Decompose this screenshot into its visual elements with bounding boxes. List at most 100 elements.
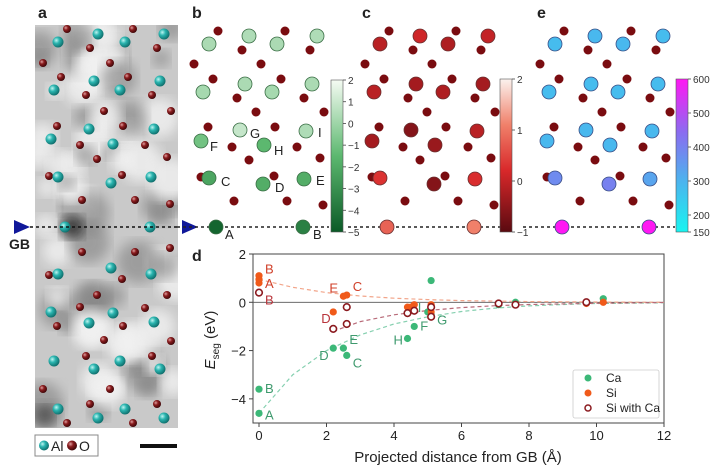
- data-point-si-with-ca: [254, 288, 264, 297]
- cation-site-c: [372, 170, 388, 186]
- colorbar-tick-label: −5: [348, 228, 360, 239]
- oxygen-site: [282, 196, 292, 206]
- oxygen-site: [451, 26, 461, 36]
- oxygen-site: [447, 74, 457, 84]
- oxygen-site: [384, 26, 394, 36]
- aluminum-atom: [107, 138, 119, 150]
- oxygen-site: [490, 107, 500, 117]
- aluminum-atom: [92, 412, 104, 424]
- cation-site-bulk: [610, 84, 626, 100]
- oxygen-atom: [119, 122, 127, 130]
- point-label: B: [265, 262, 274, 277]
- oxygen-atom: [39, 59, 47, 67]
- oxygen-site: [213, 26, 223, 36]
- site-label: F: [210, 139, 218, 154]
- oxygen-atom: [167, 107, 175, 115]
- point-label: A: [265, 276, 274, 291]
- oxygen-site: [665, 107, 675, 117]
- aluminum-atom: [52, 36, 64, 48]
- aluminum-atom: [119, 403, 131, 415]
- data-point-ca: [255, 409, 263, 417]
- svg-text:Eseg (eV): Eseg (eV): [202, 311, 222, 370]
- point-label: H: [394, 333, 403, 348]
- site-label: H: [274, 143, 283, 158]
- cation-site-bulk: [583, 76, 599, 92]
- oxygen-site: [319, 107, 329, 117]
- aluminum-atom: [52, 171, 64, 183]
- cation-site-bulk: [408, 76, 424, 92]
- cation-site-c: [201, 170, 217, 186]
- panel-a-stem-image: a Al O GB: [9, 5, 198, 457]
- oxygen-atom: [76, 141, 84, 149]
- aluminum-atom: [145, 268, 157, 280]
- cation-site-g: [403, 122, 419, 138]
- panel-d-label: d: [192, 248, 202, 265]
- oxygen-site: [276, 74, 286, 84]
- oxygen-atom: [163, 153, 171, 161]
- aluminum-atom: [45, 306, 57, 318]
- data-point-si-with-ca: [410, 306, 419, 315]
- oxygen-site: [315, 153, 325, 163]
- data-point-si-with-ca: [427, 303, 436, 312]
- oxygen-site: [408, 45, 418, 55]
- oxygen-site: [622, 74, 632, 84]
- cation-site-e: [467, 171, 483, 187]
- oxygen-atom: [76, 303, 84, 311]
- colorbar-tick-label: −4: [348, 206, 360, 217]
- aluminum-atom: [105, 262, 117, 274]
- stem-contrast-blob: [35, 214, 58, 238]
- oxygen-site: [403, 93, 413, 103]
- cation-site-bulk: [372, 36, 388, 52]
- point-label: E: [329, 280, 338, 295]
- cation-site-b: [466, 219, 482, 235]
- oxygen-atom: [53, 322, 61, 330]
- cation-site-i: [298, 123, 314, 139]
- scale-bar: [140, 444, 177, 448]
- point-label: B: [265, 381, 274, 396]
- oxygen-site: [559, 26, 569, 36]
- cation-site-bulk: [412, 28, 428, 44]
- oxygen-atom: [39, 385, 47, 393]
- cation-site-a: [208, 219, 224, 235]
- stem-contrast-blob: [130, 359, 148, 377]
- stem-contrast-blob: [35, 31, 58, 68]
- x-tick-label: 8: [525, 428, 532, 443]
- oxygen-site: [398, 142, 408, 152]
- data-point-si: [599, 298, 607, 306]
- oxygen-site: [549, 122, 559, 132]
- oxygen-atom: [63, 25, 71, 33]
- stem-contrast-blob: [75, 144, 96, 165]
- o-legend-label: O: [79, 438, 90, 454]
- oxygen-site: [270, 122, 280, 132]
- data-point-ca: [343, 351, 351, 359]
- stem-contrast-blob: [159, 368, 178, 396]
- cation-site-d: [601, 176, 617, 192]
- oxygen-site: [453, 196, 463, 206]
- oxygen-site: [374, 122, 384, 132]
- oxygen-site: [441, 122, 451, 132]
- panel-e-label: e: [537, 5, 546, 22]
- cation-site-b: [641, 219, 657, 235]
- y-axis-label-sub: seg: [211, 343, 222, 359]
- oxygen-site: [422, 107, 432, 117]
- cation-site-bulk: [655, 28, 671, 44]
- colorbar-tick-label: −2: [348, 163, 360, 174]
- stem-contrast-blob: [105, 325, 142, 362]
- colorbar-tick-label: 600: [693, 75, 710, 86]
- oxygen-atom: [100, 336, 108, 344]
- stem-image-texture: [35, 25, 178, 428]
- cation-site-bulk: [264, 84, 280, 100]
- stem-contrast-blob: [136, 374, 161, 398]
- cation-site-g: [578, 122, 594, 138]
- oxygen-site: [251, 107, 261, 117]
- data-point-si-with-ca: [329, 324, 338, 333]
- cation-site-bulk: [304, 76, 320, 92]
- point-label: A: [265, 407, 274, 422]
- oxygen-atom: [148, 91, 156, 99]
- colorbar-tick-label: 200: [693, 211, 710, 222]
- x-tick-label: 6: [458, 428, 465, 443]
- aluminum-atom: [88, 75, 100, 87]
- x-axis-label: Projected distance from GB (Å): [354, 449, 562, 466]
